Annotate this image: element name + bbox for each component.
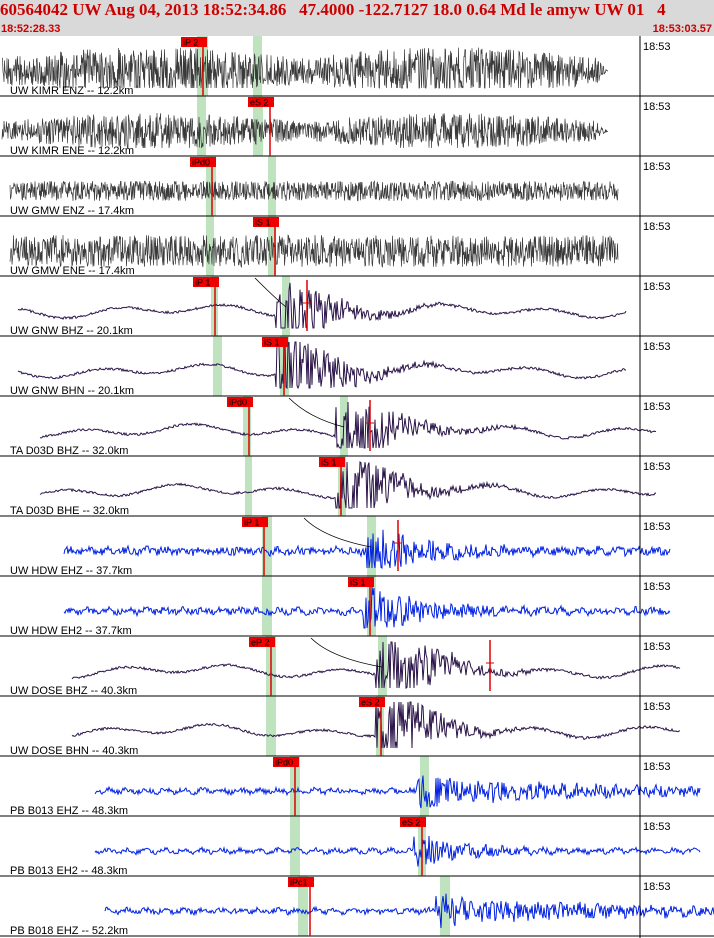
station-label: PB B013 EH2 -- 48.3km bbox=[10, 865, 127, 877]
pick-label-box[interactable] bbox=[193, 277, 219, 287]
waveform-trace[interactable] bbox=[39, 401, 657, 449]
waveform-trace[interactable] bbox=[104, 893, 714, 929]
travel-time-curve bbox=[254, 277, 287, 308]
waveform-trace[interactable] bbox=[1, 112, 609, 149]
waveform-trace[interactable] bbox=[17, 282, 627, 330]
time-tick-label: 18:53 bbox=[643, 761, 671, 773]
pick-label: iPc1 bbox=[290, 878, 308, 888]
waveform-trace[interactable] bbox=[9, 180, 619, 202]
end-time: 18:53:03.57 bbox=[652, 23, 712, 35]
pick-label-box[interactable] bbox=[190, 157, 216, 167]
phase-window bbox=[213, 336, 222, 396]
pick-label: iS 1 bbox=[255, 218, 271, 228]
time-tick-label: 18:53 bbox=[643, 281, 671, 293]
pick-label: iPd0 bbox=[229, 398, 247, 408]
waveform-trace[interactable] bbox=[39, 460, 657, 509]
pick-label: eS 2 bbox=[402, 818, 421, 828]
pick-window bbox=[376, 696, 384, 756]
pick-label: iS 1 bbox=[264, 338, 280, 348]
phase-window bbox=[245, 456, 252, 516]
event-title: 60564042 UW Aug 04, 2013 18:52:34.86 47.… bbox=[0, 0, 666, 19]
pick-label-box[interactable] bbox=[181, 37, 207, 47]
pick-label-box[interactable] bbox=[249, 637, 275, 647]
pick-window bbox=[262, 516, 272, 576]
time-tick-label: 18:53 bbox=[643, 101, 671, 113]
station-label: PB B018 EHZ -- 52.2km bbox=[10, 925, 128, 937]
pick-label-box[interactable] bbox=[262, 337, 288, 347]
station-label: PB B013 EHZ -- 48.3km bbox=[10, 805, 128, 817]
time-tick-label: 18:53 bbox=[643, 701, 671, 713]
pick-label-box[interactable] bbox=[248, 97, 274, 107]
time-tick-label: 18:53 bbox=[643, 821, 671, 833]
phase-window bbox=[290, 816, 300, 876]
pick-label: iP 1 bbox=[244, 518, 259, 528]
travel-time-curve bbox=[303, 517, 372, 548]
station-label: TA D03D BHE -- 32.0km bbox=[10, 505, 129, 517]
pick-label: eP 2 bbox=[251, 638, 269, 648]
waveform-trace[interactable] bbox=[71, 641, 681, 689]
waveform-trace[interactable] bbox=[9, 234, 619, 269]
pick-label: eS 2 bbox=[361, 698, 380, 708]
pick-label: iPd0 bbox=[192, 158, 210, 168]
time-tick-label: 18:53 bbox=[643, 461, 671, 473]
pick-window bbox=[243, 396, 251, 456]
pick-label: iP 1 bbox=[195, 278, 210, 288]
time-tick-label: 18:53 bbox=[643, 161, 671, 173]
pick-label-box[interactable] bbox=[359, 697, 385, 707]
travel-time-curve bbox=[310, 637, 383, 668]
header-bar: 60564042 UW Aug 04, 2013 18:52:34.86 47.… bbox=[0, 0, 714, 36]
time-tick-label: 18:53 bbox=[643, 401, 671, 413]
waveform-trace[interactable] bbox=[1, 47, 609, 90]
pick-label-box[interactable] bbox=[273, 757, 299, 767]
time-tick-label: 18:53 bbox=[643, 341, 671, 353]
station-label: UW GMW ENE -- 17.4km bbox=[10, 265, 135, 277]
time-tick-label: 18:53 bbox=[643, 881, 671, 893]
station-label: UW KIMR ENZ -- 12.2km bbox=[10, 85, 133, 97]
station-label: UW GNW BHZ -- 20.1km bbox=[10, 325, 133, 337]
station-label: UW GMW ENZ -- 17.4km bbox=[10, 205, 134, 217]
station-label: TA D03D BHZ -- 32.0km bbox=[10, 445, 128, 457]
time-tick-label: 18:53 bbox=[643, 641, 671, 653]
phase-window bbox=[253, 36, 262, 96]
pick-label: iS 1 bbox=[350, 578, 366, 588]
pick-label: iP 2 bbox=[183, 38, 198, 48]
waveform-trace[interactable] bbox=[63, 529, 671, 569]
phase-window bbox=[420, 756, 429, 816]
start-time: 18:52:28.33 bbox=[1, 23, 61, 35]
pick-label: iPd0 bbox=[275, 758, 293, 768]
seismogram-plot[interactable]: iP 2 UW KIMR ENZ -- 12.2km 18:53 eS 2 UW KIM… bbox=[0, 36, 714, 938]
station-label: UW HDW EH2 -- 37.7km bbox=[10, 625, 132, 637]
pick-label-box[interactable] bbox=[319, 457, 345, 467]
phase-window bbox=[262, 576, 272, 636]
waveform-trace[interactable] bbox=[94, 775, 701, 809]
time-tick-label: 18:53 bbox=[643, 581, 671, 593]
pick-window bbox=[206, 156, 216, 216]
pick-label-box[interactable] bbox=[400, 817, 426, 827]
pick-label-box[interactable] bbox=[242, 517, 268, 527]
station-label: UW KIMR ENE -- 12.2km bbox=[10, 145, 134, 157]
pick-label: iS 1 bbox=[321, 458, 337, 468]
waveform-trace[interactable] bbox=[63, 586, 671, 629]
time-tick-label: 18:53 bbox=[643, 221, 671, 233]
station-label: UW DOSE BHN -- 40.3km bbox=[10, 745, 138, 757]
station-label: UW DOSE BHZ -- 40.3km bbox=[10, 685, 137, 697]
waveform-trace[interactable] bbox=[17, 341, 626, 390]
time-tick-label: 18:53 bbox=[643, 41, 671, 53]
station-label: UW HDW EHZ -- 37.7km bbox=[10, 565, 132, 577]
phase-window bbox=[206, 216, 214, 276]
pick-window bbox=[298, 876, 308, 936]
pick-label-box[interactable] bbox=[348, 577, 374, 587]
time-tick-label: 18:53 bbox=[643, 521, 671, 533]
phase-window bbox=[268, 156, 276, 216]
pick-label: eS 2 bbox=[250, 98, 269, 108]
station-label: UW GNW BHN -- 20.1km bbox=[10, 385, 134, 397]
phase-window bbox=[266, 696, 276, 756]
pick-label-box[interactable] bbox=[227, 397, 253, 407]
travel-time-curve bbox=[288, 397, 345, 428]
pick-label-box[interactable] bbox=[288, 877, 314, 887]
phase-window bbox=[197, 96, 206, 156]
pick-label-box[interactable] bbox=[253, 217, 279, 227]
waveform-trace[interactable] bbox=[94, 835, 701, 867]
